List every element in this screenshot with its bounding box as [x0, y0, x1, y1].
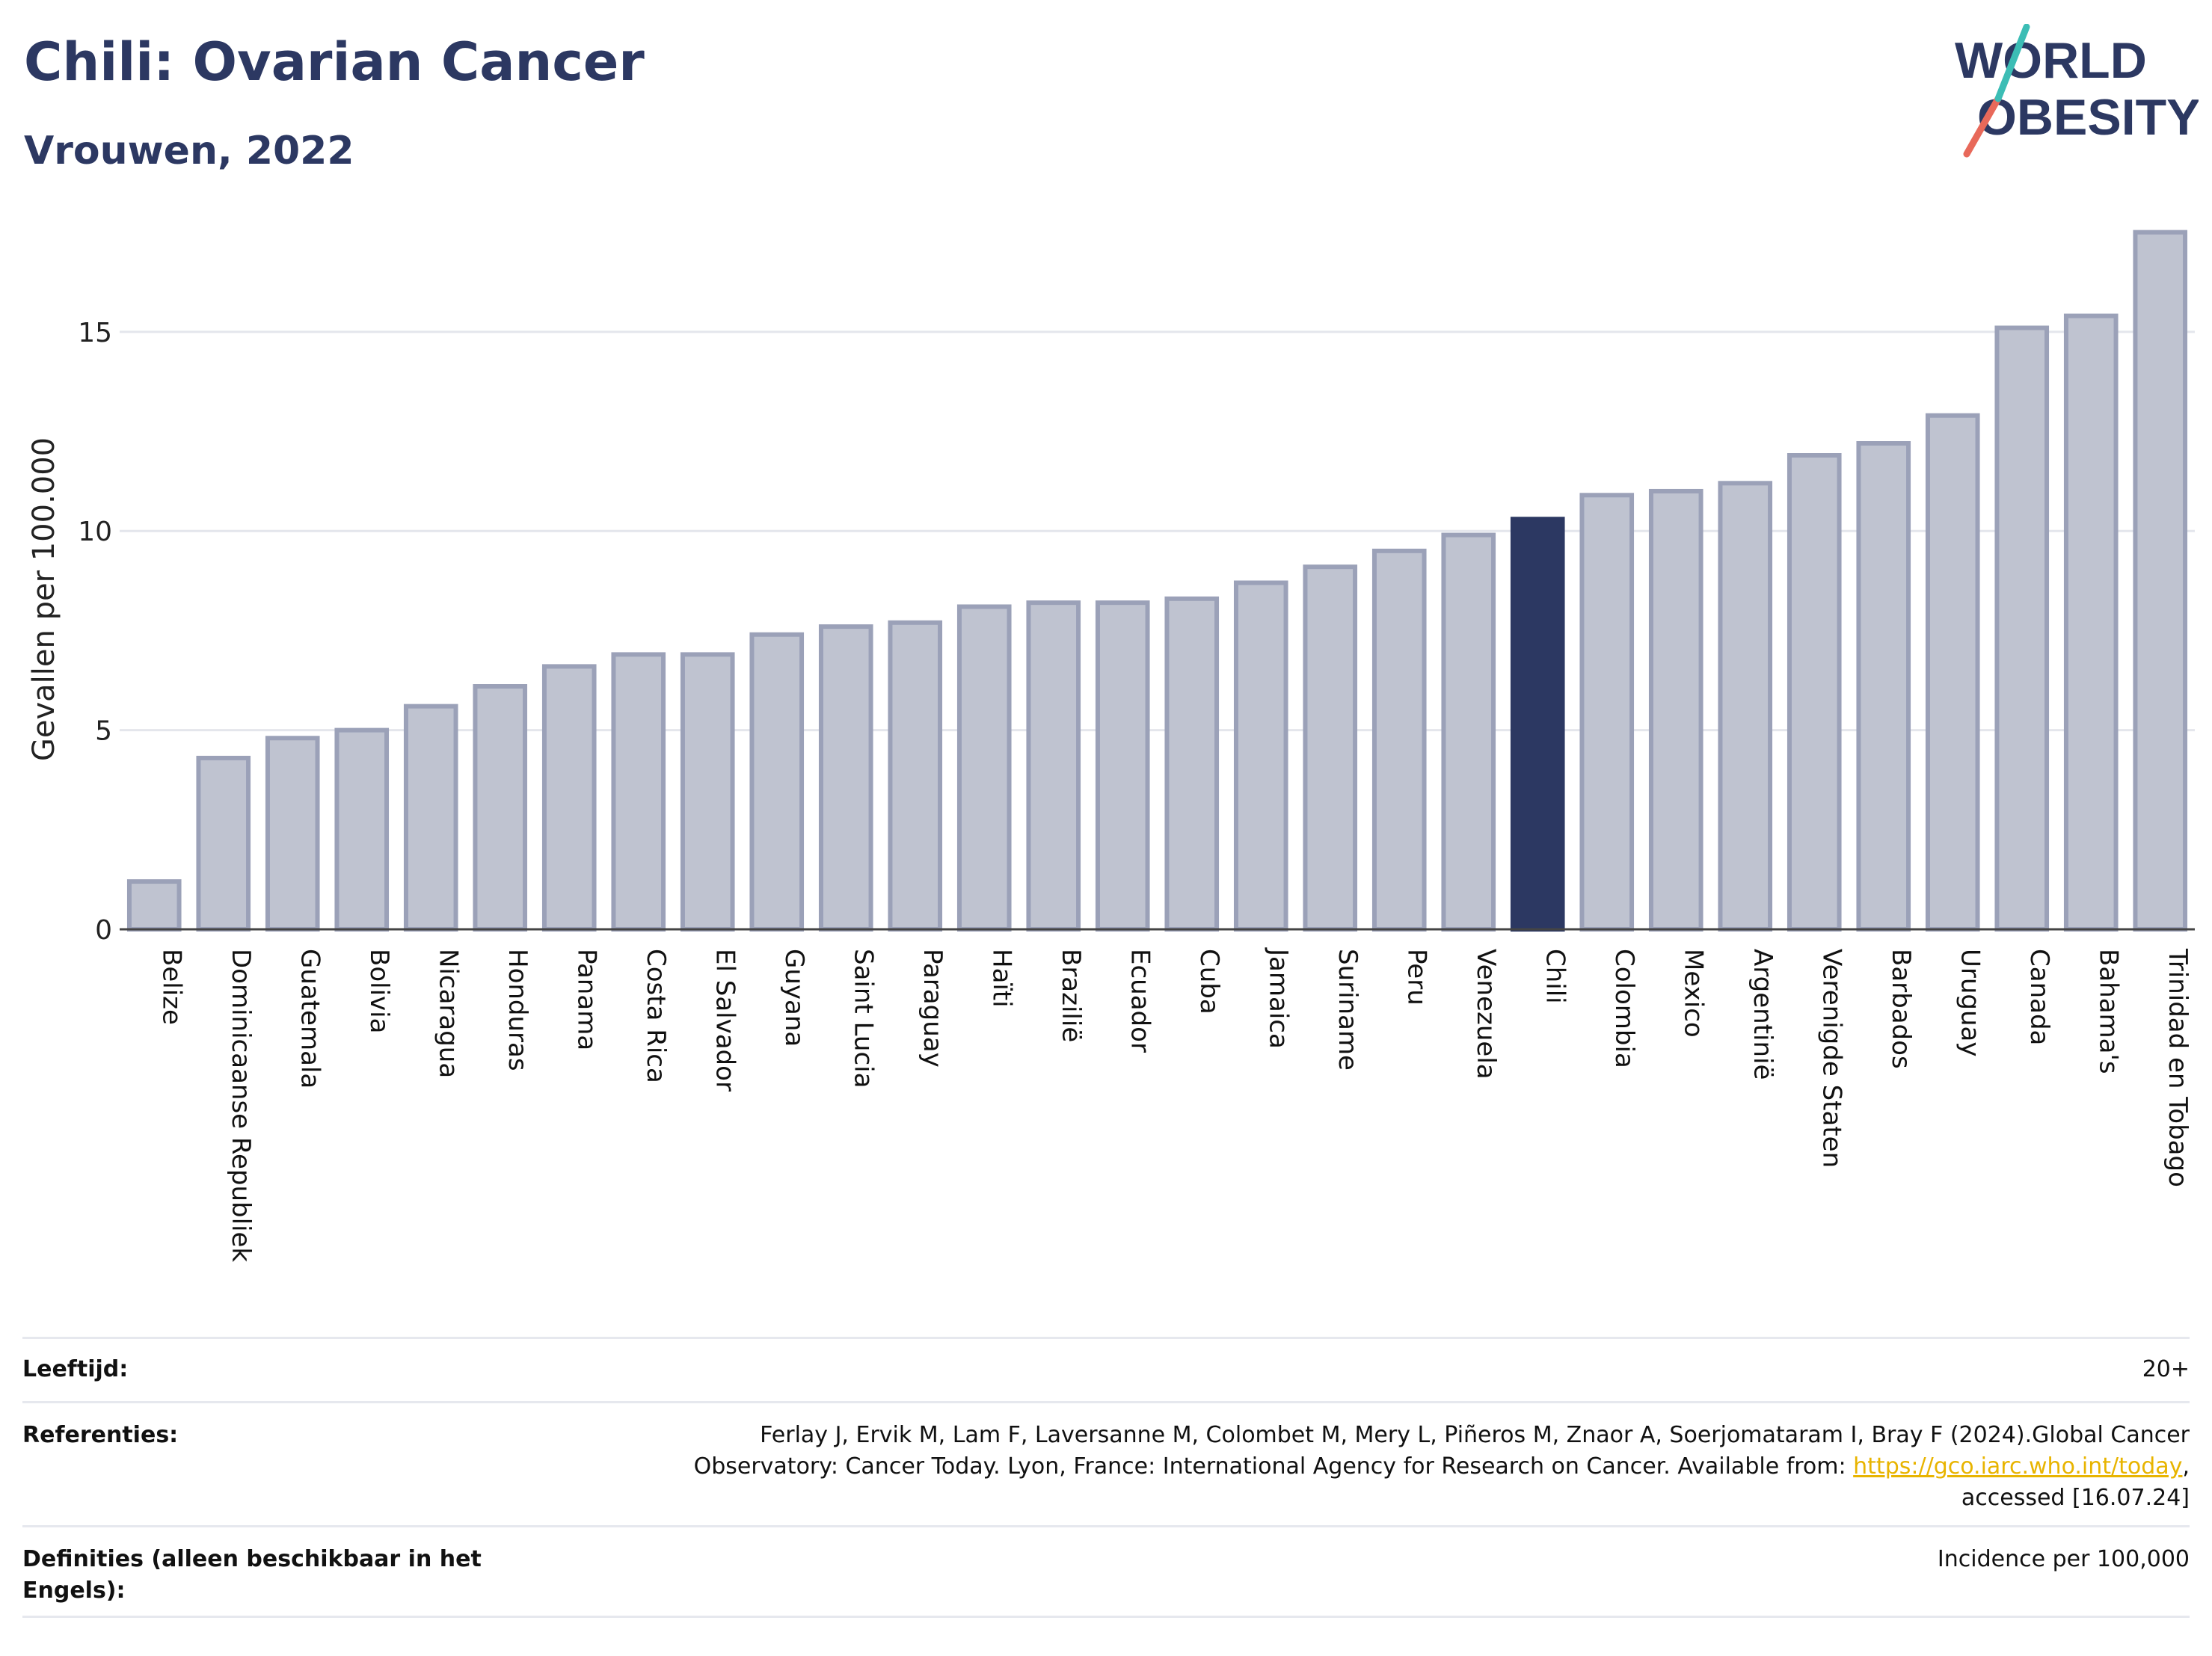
age-label: Leeftijd:	[22, 1356, 129, 1382]
y-tick-label: 0	[95, 915, 112, 946]
x-tick-label: Barbados	[1886, 949, 1916, 1069]
x-tick-label: Chili	[1540, 949, 1570, 1004]
references-label: Referenties:	[22, 1422, 179, 1448]
y-tick-labels: 0 5 10 15	[78, 318, 112, 946]
x-tick-label: Peru	[1401, 949, 1431, 1006]
bar-belize	[126, 879, 182, 932]
bar-venezuela	[1441, 532, 1496, 932]
x-tick-label: Venezuela	[1471, 949, 1501, 1080]
page-subtitle: Vrouwen, 2022	[24, 129, 354, 173]
x-tick-label: Canada	[2024, 949, 2054, 1045]
bar-panama	[541, 664, 597, 932]
references-line-1: Ferlay J, Ervik M, Lam F, Laversanne M, …	[760, 1422, 2190, 1448]
bar-brazili-	[1026, 600, 1081, 932]
x-tick-label: Verenigde Staten	[1816, 949, 1846, 1168]
x-tick-label: Guatemala	[295, 949, 325, 1089]
references-line-2-text: Observatory: Cancer Today. Lyon, France:…	[693, 1453, 1854, 1480]
x-tick-label: Mexico	[1678, 949, 1708, 1038]
footer-row-age: Leeftijd: 20+	[22, 1337, 2190, 1401]
x-tick-label: Haïti	[986, 949, 1016, 1008]
bar-suriname	[1303, 564, 1358, 932]
svg-text:WORLD: WORLD	[1955, 32, 2147, 89]
x-tick-label: El Salvador	[710, 949, 740, 1092]
bar-trinidad-en-tobago	[2133, 230, 2188, 932]
footer-row-references: Referenties: Ferlay J, Ervik M, Lam F, L…	[22, 1401, 2190, 1525]
bar-paraguay	[888, 620, 943, 932]
x-tick-label: Dominicaanse Republiek	[226, 949, 256, 1262]
gridlines	[120, 330, 2195, 732]
chart-svg: 0 5 10 15 Belize Dominicaanse Republiek Guate…	[27, 230, 2195, 1262]
x-tick-label: Bolivia	[364, 949, 394, 1033]
footer-row-definitions: Definities (alleen beschikbaar in het En…	[22, 1525, 2190, 1618]
x-tick-label: Belize	[156, 949, 186, 1025]
bar-ecuador	[1095, 600, 1150, 932]
bar-ha-ti	[956, 604, 1012, 932]
age-value: 20+	[2142, 1356, 2190, 1382]
references-line-2: Observatory: Cancer Today. Lyon, France:…	[694, 1451, 2190, 1483]
reference-link[interactable]: https://gco.iarc.who.int/today	[1853, 1453, 2183, 1480]
bar-jamaica	[1233, 580, 1288, 932]
bar-nicaragua	[403, 704, 458, 932]
references-line-2-end: ,	[2182, 1453, 2190, 1480]
x-tick-label: Nicaragua	[433, 949, 463, 1078]
x-tick-label: Jamaica	[1263, 947, 1293, 1049]
definitions-value: Incidence per 100,000	[1937, 1546, 2190, 1572]
references-line-3: accessed [16.07.24]	[1961, 1485, 2190, 1511]
y-tick-label: 10	[78, 517, 112, 547]
definitions-label: Definities (alleen beschikbaar in het En…	[22, 1546, 482, 1604]
x-tick-label: Honduras	[503, 949, 532, 1071]
x-tick-label: Paraguay	[918, 949, 947, 1068]
x-tick-label: Trinidad en Tobago	[2163, 948, 2193, 1187]
x-tick-label: Panama	[571, 949, 601, 1050]
x-tick-label: Bahama's	[2093, 949, 2123, 1074]
world-obesity-logo: WORLD OBESITY	[1952, 23, 2201, 158]
bar-guyana	[749, 632, 805, 932]
x-tick-label: Colombia	[1609, 949, 1639, 1068]
page-title: Chili: Ovarian Cancer	[24, 31, 645, 93]
bar-saint-lucia	[818, 624, 873, 932]
svg-text:OBESITY: OBESITY	[1977, 89, 2199, 146]
bar-argentini-	[1718, 481, 1773, 932]
bar-bahama-s	[2063, 313, 2119, 932]
x-tick-labels: Belize Dominicaanse Republiek Guatemala Bol…	[156, 947, 2193, 1262]
bar-chart: 0 5 10 15 Belize Dominicaanse Republiek Guate…	[27, 230, 2195, 1262]
bars	[126, 230, 2188, 932]
bar-cuba	[1164, 596, 1220, 932]
bar-barbados	[1856, 441, 1911, 932]
bar-peru	[1371, 548, 1427, 932]
bar-guatemala	[265, 736, 320, 932]
bar-colombia	[1579, 493, 1635, 932]
chart-footer: Leeftijd: 20+ Referenties: Ferlay J, Erv…	[22, 1337, 2190, 1618]
x-tick-label: Costa Rica	[641, 949, 671, 1083]
references-value: Ferlay J, Ervik M, Lam F, Laversanne M, …	[694, 1420, 2190, 1514]
x-tick-label: Cuba	[1194, 949, 1224, 1015]
y-tick-label: 15	[78, 318, 112, 348]
x-tick-label: Saint Lucia	[848, 949, 878, 1088]
bar-verenigde-staten	[1787, 453, 1842, 932]
bar-honduras	[473, 684, 528, 932]
bar-bolivia	[334, 727, 390, 932]
bar-uruguay	[1925, 413, 1980, 932]
bar-el-salvador	[680, 652, 735, 932]
x-tick-label: Suriname	[1333, 949, 1362, 1071]
y-tick-label: 5	[95, 716, 112, 747]
bar-dominicaanse-republiek	[196, 755, 251, 932]
bar-chili	[1510, 517, 1565, 932]
bar-mexico	[1648, 488, 1703, 932]
bar-canada	[1994, 325, 2050, 932]
x-tick-label: Brazilië	[1056, 949, 1086, 1042]
bar-costa-rica	[611, 652, 666, 932]
x-tick-label: Uruguay	[1955, 949, 1985, 1057]
x-tick-label: Guyana	[779, 949, 809, 1047]
x-tick-label: Ecuador	[1125, 949, 1155, 1053]
x-tick-label: Argentinië	[1748, 949, 1778, 1080]
y-axis-label: Gevallen per 100.000	[27, 437, 61, 761]
